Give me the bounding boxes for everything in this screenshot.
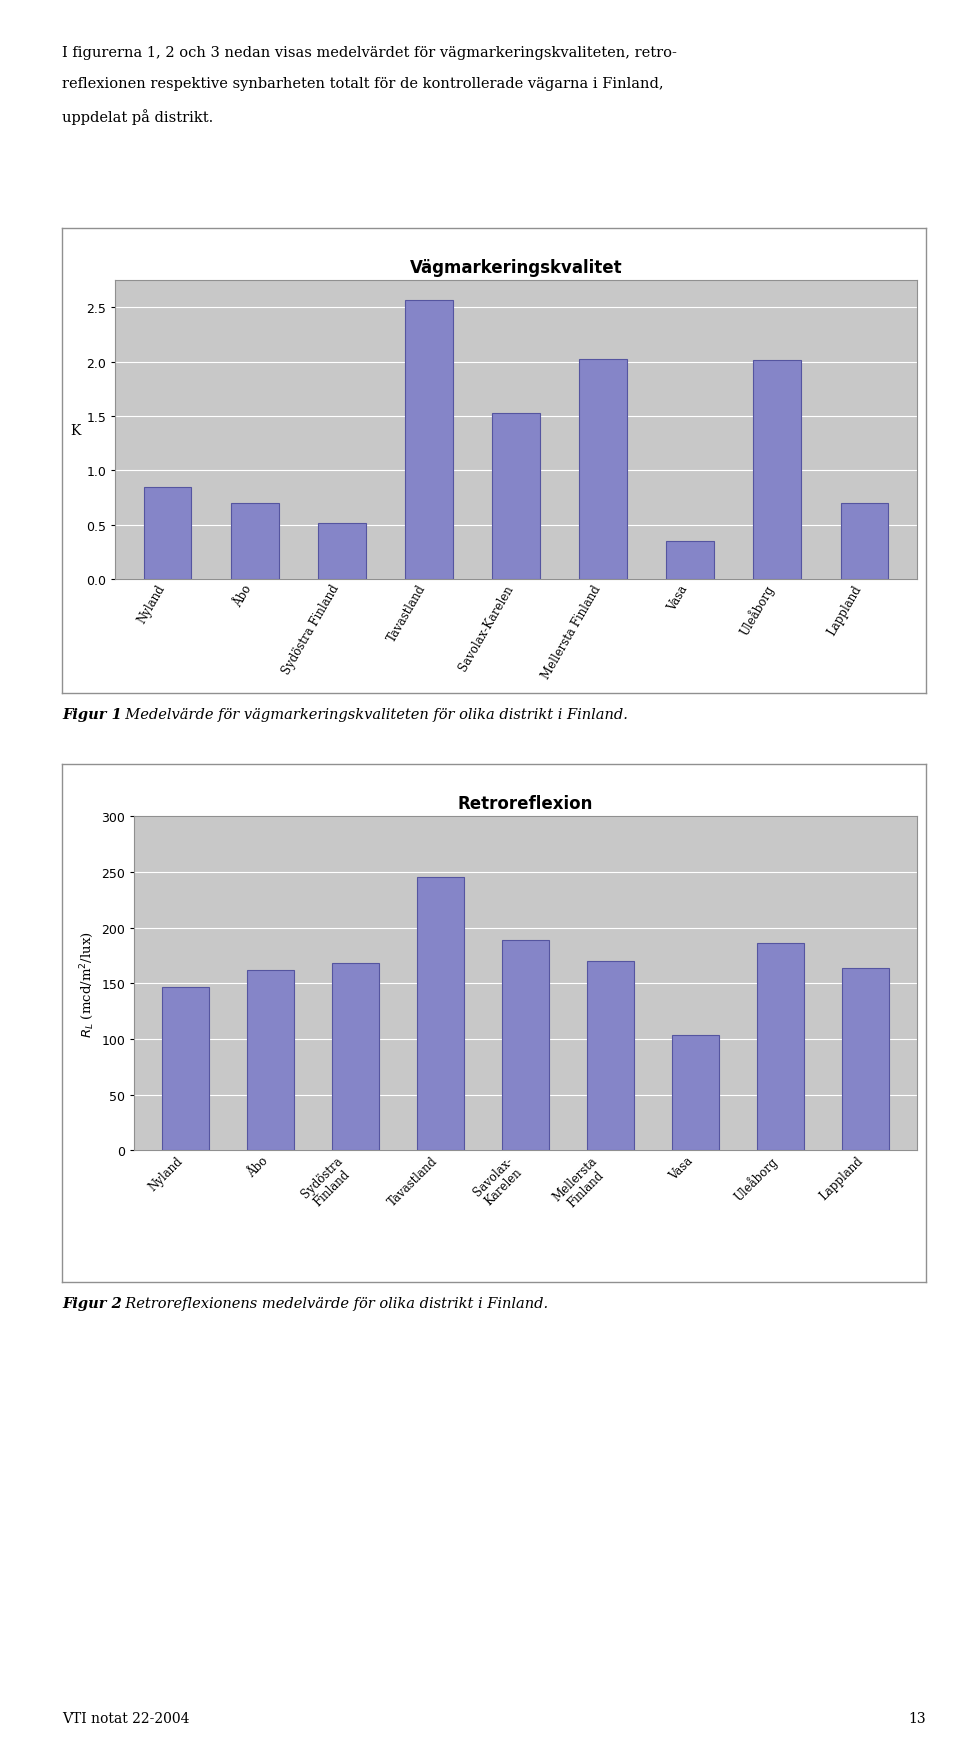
Bar: [143, 487, 191, 580]
Bar: [841, 504, 889, 580]
Text: 13: 13: [909, 1711, 926, 1725]
Bar: [405, 300, 453, 580]
Text: Retroreflexionens medelvärde för olika distrikt i Finland.: Retroreflexionens medelvärde för olika d…: [116, 1297, 548, 1311]
Bar: [579, 360, 627, 580]
Bar: [588, 961, 634, 1151]
Text: Medelvärde för vägmarkeringskvaliteten för olika distrikt i Finland.: Medelvärde för vägmarkeringskvaliteten f…: [116, 708, 628, 722]
Bar: [318, 524, 366, 580]
Text: I figurerna 1, 2 och 3 nedan visas medelvärdet för vägmarkeringskvaliteten, retr: I figurerna 1, 2 och 3 nedan visas medel…: [62, 46, 677, 60]
Bar: [502, 940, 549, 1151]
Y-axis label: K: K: [70, 423, 81, 437]
Text: Figur 2: Figur 2: [62, 1297, 122, 1311]
Bar: [842, 968, 889, 1151]
Text: uppdelat på distrikt.: uppdelat på distrikt.: [62, 109, 214, 125]
Y-axis label: $R_L$ (mcd/m$^2$/lux): $R_L$ (mcd/m$^2$/lux): [78, 931, 96, 1037]
Bar: [418, 877, 464, 1151]
Title: Retroreflexion: Retroreflexion: [458, 794, 593, 813]
Bar: [230, 504, 278, 580]
Text: VTI notat 22-2004: VTI notat 22-2004: [62, 1711, 190, 1725]
Text: reflexionen respektive synbarheten totalt för de kontrollerade vägarna i Finland: reflexionen respektive synbarheten total…: [62, 77, 664, 91]
Bar: [332, 965, 379, 1151]
Bar: [162, 987, 209, 1151]
Bar: [672, 1035, 719, 1151]
Text: Figur 1: Figur 1: [62, 708, 122, 722]
Bar: [247, 970, 294, 1151]
Bar: [757, 944, 804, 1151]
Bar: [754, 360, 802, 580]
Title: Vägmarkeringskvalitet: Vägmarkeringskvalitet: [410, 258, 622, 278]
Bar: [666, 541, 714, 580]
Bar: [492, 413, 540, 580]
